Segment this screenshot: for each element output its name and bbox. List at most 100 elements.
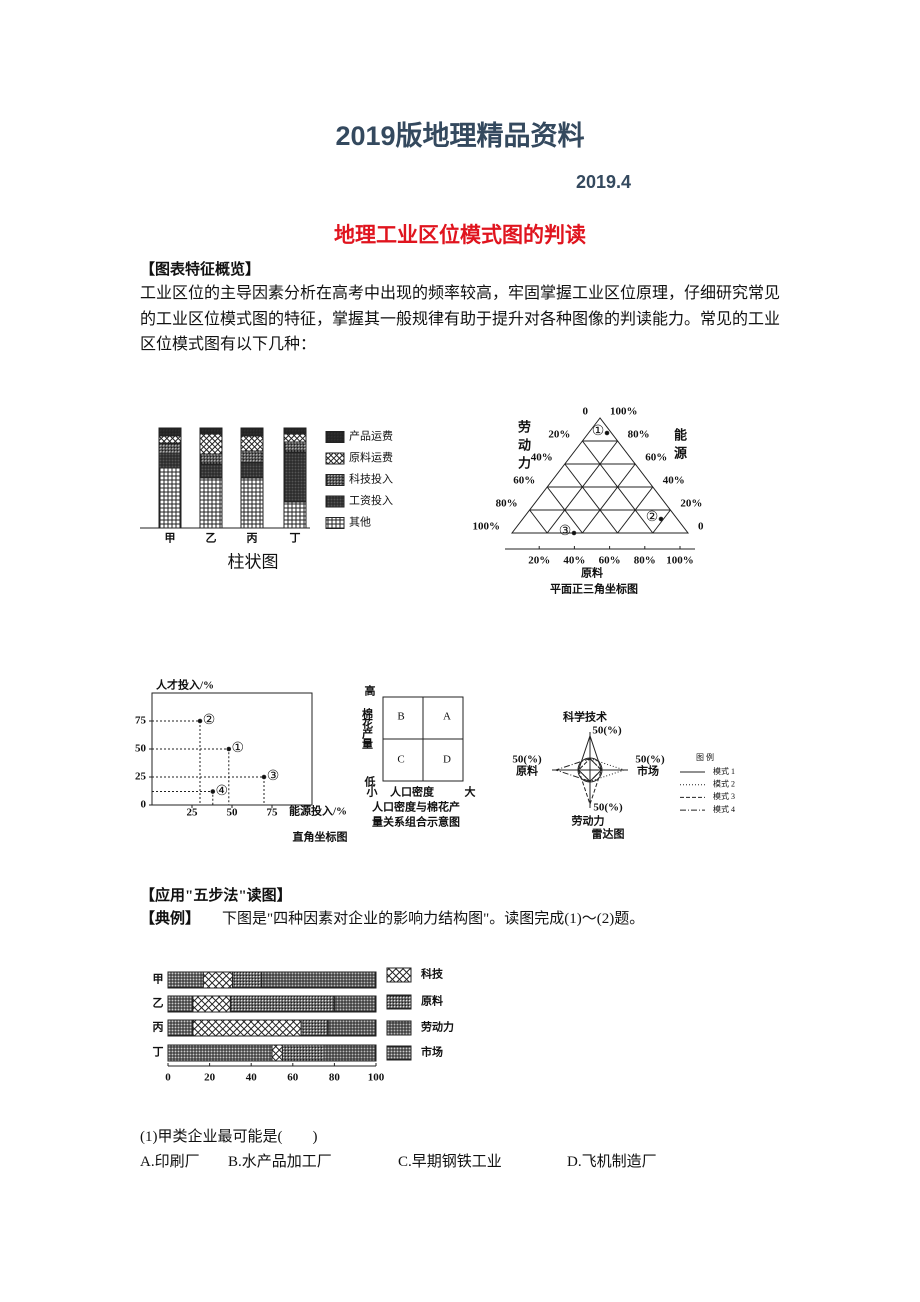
y-tick-label: 丙	[153, 1021, 164, 1034]
legend-swatch	[325, 431, 345, 443]
grid-line	[529, 509, 548, 534]
bar-segment	[283, 441, 307, 453]
bar-segment	[167, 971, 204, 989]
legend-swatch	[386, 1020, 412, 1036]
bar-segment	[158, 427, 182, 437]
bar-segment	[333, 995, 377, 1013]
legend-swatch	[386, 1045, 412, 1061]
tick-label: 50(%)	[512, 754, 542, 766]
radar-series	[554, 758, 603, 782]
bar-segment	[240, 450, 264, 464]
article-title: 地理工业区位模式图的判读	[334, 224, 586, 247]
bar-segment	[158, 442, 182, 454]
date: 2019.4	[576, 172, 632, 192]
tick-label: 0	[698, 521, 704, 533]
bar-segment	[300, 1019, 329, 1037]
legend-label: 原料运费	[349, 450, 393, 464]
tick-label: 50(%)	[635, 754, 665, 766]
radar-series	[578, 758, 602, 806]
tick-label: 100%	[473, 521, 501, 533]
page-title: 2019版地理精品资料	[335, 121, 585, 151]
bar-segment	[240, 427, 264, 437]
axis-label: 能源投入/%	[289, 804, 347, 818]
axis-label: 科学技术	[563, 710, 607, 724]
grid-line	[652, 509, 671, 534]
point-label: ④	[216, 784, 229, 799]
y-tick-label: 25	[135, 771, 147, 783]
tick-label: 20%	[548, 429, 570, 441]
point-label: ②	[203, 713, 216, 728]
tick-label: 20%	[528, 555, 550, 567]
bar-segment	[283, 427, 307, 435]
grid-line	[582, 440, 654, 534]
tick-label: 40%	[531, 452, 553, 464]
legend-swatch	[325, 517, 345, 529]
x-tick-label: 乙	[206, 532, 217, 545]
x-tick-label: 丙	[247, 532, 258, 545]
option: A.印刷厂	[140, 1154, 200, 1170]
axis-label: 人口密度	[390, 785, 435, 799]
tick-label: 80%	[628, 429, 650, 441]
x-tick-label: 50	[227, 807, 239, 819]
bar-segment	[323, 1044, 377, 1062]
point-label: ①	[232, 741, 245, 756]
caption: 量关系组合示意图	[372, 815, 460, 829]
caption: 人口密度与棉花产	[372, 800, 460, 814]
bar-segment	[199, 453, 223, 465]
triangle	[510, 417, 690, 534]
x-tick-label: 100	[368, 1072, 385, 1084]
point-label: ②	[646, 510, 659, 525]
example: 【典例】 下图是"四种因素对企业的影响力结构图"。读图完成(1)～(2)题。	[140, 907, 644, 928]
guide-line	[152, 791, 214, 805]
bar-segment	[231, 971, 263, 989]
tick-label: 40%	[663, 475, 685, 487]
point	[226, 746, 232, 752]
x-tick-label: 丁	[290, 532, 301, 545]
y-tick-label: 乙	[153, 997, 164, 1010]
bar-segment	[283, 433, 307, 443]
point-label: ③	[267, 769, 280, 784]
cell-label: A	[443, 711, 451, 723]
legend-label: 模式 2	[713, 779, 735, 789]
bar-segment	[327, 1019, 377, 1037]
tick-label: 0	[583, 406, 589, 418]
caption: 雷达图	[592, 827, 625, 841]
axis-label: 小	[366, 785, 378, 799]
x-tick-label: 0	[165, 1072, 171, 1084]
legend-swatch	[325, 474, 345, 486]
example-label: 【典例】	[140, 911, 201, 927]
legend-swatch	[386, 967, 412, 983]
axis-label: 大	[465, 785, 476, 799]
bar-segment	[199, 427, 223, 435]
tick-label: 80%	[634, 555, 656, 567]
cell-label: B	[397, 711, 404, 723]
axis-label: 劳动力	[516, 419, 531, 474]
axis-label: 原料	[581, 566, 603, 580]
bar-segment	[240, 435, 264, 452]
tick-label: 60%	[645, 452, 667, 464]
caption: 直角坐标图	[293, 830, 348, 844]
y-tick-label: 丁	[153, 1046, 164, 1059]
axis-label: 低	[364, 775, 376, 789]
bar-segment	[167, 995, 194, 1013]
option: D.飞机制造厂	[567, 1154, 657, 1170]
bar-segment	[261, 971, 377, 989]
legend-label: 模式 4	[713, 804, 735, 814]
legend-swatch	[386, 994, 412, 1010]
section-heading: 【应用"五步法"读图】	[140, 888, 292, 904]
axis-label: 人才投入/%	[156, 678, 214, 692]
legend-label: 原料	[421, 994, 443, 1008]
bar-segment	[158, 467, 182, 529]
legend-label: 工资投入	[349, 493, 393, 507]
bar-segment	[281, 1044, 325, 1062]
x-tick-label: 40	[246, 1072, 258, 1084]
caption: 柱状图	[228, 552, 279, 571]
legend-label: 其他	[349, 516, 371, 529]
question-stem: (1)甲类企业最可能是( )	[140, 1129, 318, 1145]
tick-label: 40%	[563, 555, 585, 567]
tick-label: 20%	[680, 498, 702, 510]
x-tick-label: 甲	[165, 532, 176, 545]
grid-line	[564, 463, 618, 534]
tick-label: 50(%)	[592, 725, 622, 737]
